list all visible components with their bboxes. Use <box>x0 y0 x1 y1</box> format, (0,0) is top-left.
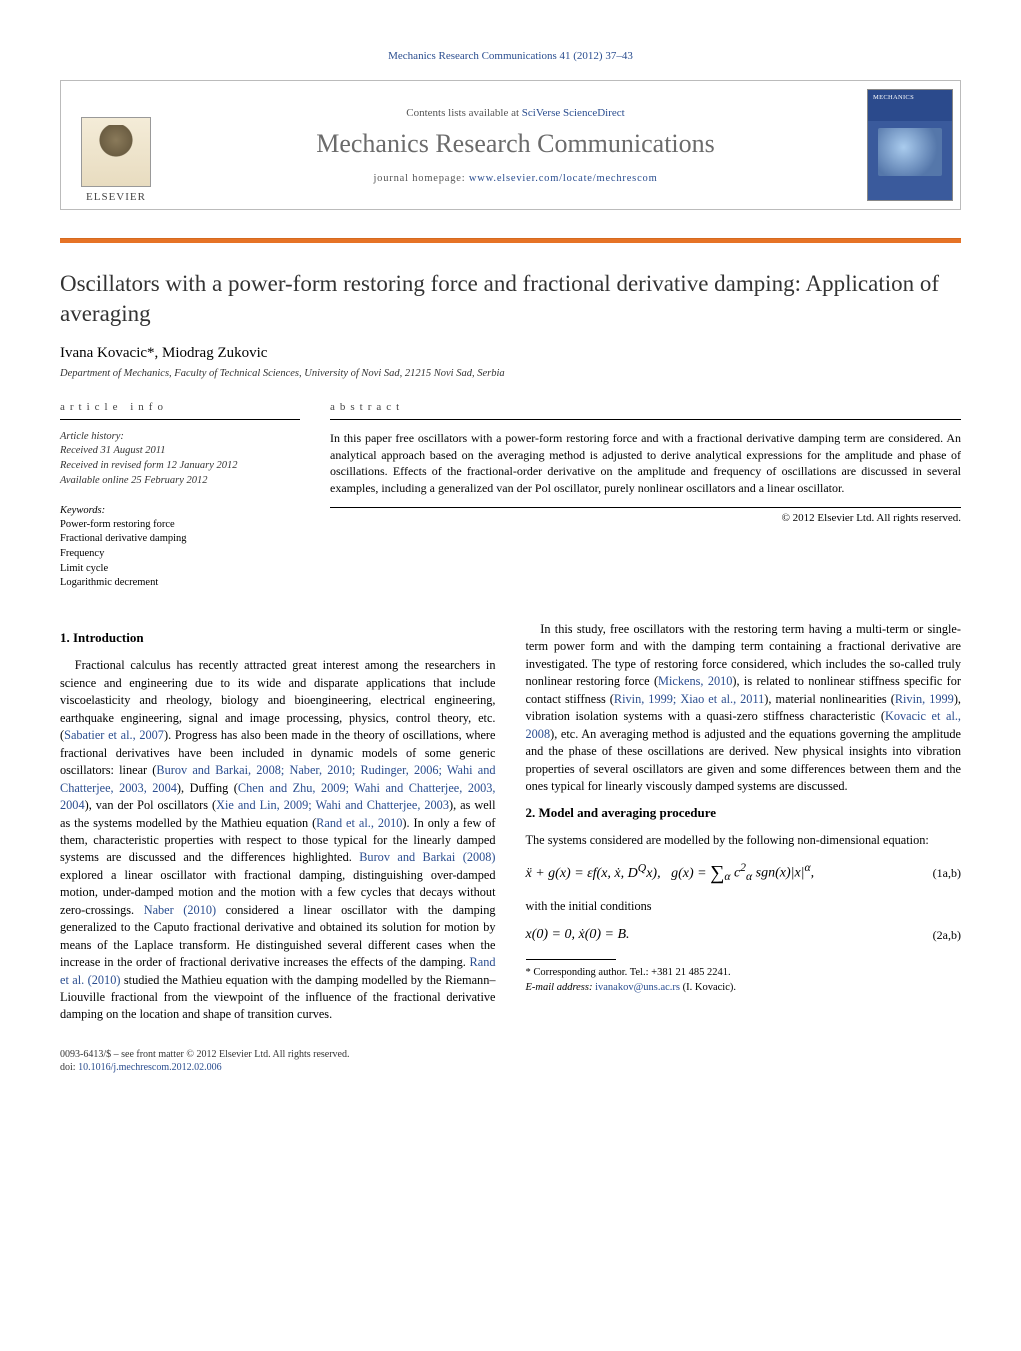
text: ), etc. An averaging method is adjusted … <box>526 727 962 793</box>
elsevier-wordmark: ELSEVIER <box>86 191 146 203</box>
journal-name: Mechanics Research Communications <box>316 129 715 159</box>
citation-link[interactable]: Sabatier et al., 2007 <box>64 728 164 742</box>
equation-1-math: ẍ + g(x) = εf(x, ẋ, DQx), g(x) = ∑α c2α … <box>526 859 815 887</box>
equation-2-tag: (2a,b) <box>933 927 961 944</box>
cover-image-icon <box>878 128 942 176</box>
keyword: Fractional derivative damping <box>60 532 300 547</box>
citation-link[interactable]: Xie and Lin, 2009; Wahi and Chatterjee, … <box>216 798 449 812</box>
article-history: Article history: Received 31 August 2011… <box>60 430 300 489</box>
email-who: (I. Kovacic). <box>683 982 736 993</box>
orange-divider <box>60 238 961 243</box>
abstract-text: In this paper free oscillators with a po… <box>330 430 961 508</box>
doi-label: doi: <box>60 1062 76 1073</box>
authors: Ivana Kovacic*, Miodrag Zukovic <box>60 345 961 362</box>
history-received: Received 31 August 2011 <box>60 444 300 459</box>
page-footer: 0093-6413/$ – see front matter © 2012 El… <box>60 1048 961 1074</box>
email-label: E-mail address: <box>526 982 596 993</box>
doi-line: doi: 10.1016/j.mechrescom.2012.02.006 <box>60 1061 961 1074</box>
journal-homepage-link[interactable]: www.elsevier.com/locate/mechrescom <box>469 173 658 184</box>
article-info-column: article info Article history: Received 3… <box>60 401 300 591</box>
citation-link[interactable]: Rand et al., 2010 <box>316 816 402 830</box>
section-1-heading: 1. Introduction <box>60 629 496 647</box>
equation-2-math: x(0) = 0, ẋ(0) = B. <box>526 925 630 945</box>
sciencedirect-link[interactable]: SciVerse ScienceDirect <box>522 107 625 119</box>
equation-2: x(0) = 0, ẋ(0) = B. (2a,b) <box>526 925 962 945</box>
citation-link[interactable]: Burov and Barkai (2008) <box>359 850 495 864</box>
homepage-prefix: journal homepage: <box>373 173 468 184</box>
citation-link[interactable]: Mickens, 2010 <box>658 674 732 688</box>
corresponding-author: * Corresponding author. Tel.: +381 21 48… <box>526 966 962 981</box>
history-revised: Received in revised form 12 January 2012 <box>60 459 300 474</box>
cover-cell: MECHANICS <box>860 81 960 209</box>
abstract-copyright: © 2012 Elsevier Ltd. All rights reserved… <box>330 512 961 524</box>
s2-para-1: The systems considered are modelled by t… <box>526 832 962 849</box>
s1-para-2: In this study, free oscillators with the… <box>526 621 962 796</box>
article-title: Oscillators with a power-form restoring … <box>60 269 961 329</box>
contents-prefix: Contents lists available at <box>406 107 521 119</box>
keywords-list: Power-form restoring force Fractional de… <box>60 518 300 591</box>
text: ), material nonlinearities ( <box>764 692 895 706</box>
citation-link[interactable]: Rivin, 1999 <box>895 692 954 706</box>
email-line: E-mail address: ivanakov@uns.ac.rs (I. K… <box>526 981 962 996</box>
elsevier-tree-icon <box>81 117 151 187</box>
running-header: Mechanics Research Communications 41 (20… <box>60 50 961 62</box>
equation-1-tag: (1a,b) <box>933 865 961 882</box>
doi-link[interactable]: 10.1016/j.mechrescom.2012.02.006 <box>78 1062 222 1073</box>
footnotes: * Corresponding author. Tel.: +381 21 48… <box>526 966 962 995</box>
affiliation: Department of Mechanics, Faculty of Tech… <box>60 368 961 379</box>
keyword: Frequency <box>60 547 300 562</box>
history-label: Article history: <box>60 430 300 445</box>
abstract-column: abstract In this paper free oscillators … <box>330 401 961 591</box>
section-2-heading: 2. Model and averaging procedure <box>526 804 962 822</box>
citation-link[interactable]: Rivin, 1999; Xiao et al., 2011 <box>614 692 764 706</box>
journal-banner: ELSEVIER Contents lists available at Sci… <box>60 80 961 210</box>
front-matter-line: 0093-6413/$ – see front matter © 2012 El… <box>60 1048 961 1061</box>
bando-mid: Contents lists available at SciVerse Sci… <box>171 81 860 209</box>
s2-para-2: with the initial conditions <box>526 898 962 915</box>
homepage-line: journal homepage: www.elsevier.com/locat… <box>373 173 657 184</box>
text: ), Duffing ( <box>177 781 238 795</box>
article-info-label: article info <box>60 401 300 420</box>
keyword: Logarithmic decrement <box>60 576 300 591</box>
text: studied the Mathieu equation with the da… <box>60 973 496 1022</box>
footnote-separator <box>526 959 616 960</box>
abstract-label: abstract <box>330 401 961 420</box>
contents-line: Contents lists available at SciVerse Sci… <box>406 107 624 119</box>
cover-title: MECHANICS <box>873 94 914 101</box>
elsevier-logo: ELSEVIER <box>71 103 161 203</box>
history-online: Available online 25 February 2012 <box>60 474 300 489</box>
publisher-logo-cell: ELSEVIER <box>61 81 171 209</box>
author-email-link[interactable]: ivanakov@uns.ac.rs <box>595 982 680 993</box>
text: ), van der Pol oscillators ( <box>85 798 217 812</box>
keyword: Limit cycle <box>60 562 300 577</box>
keyword: Power-form restoring force <box>60 518 300 533</box>
body-two-column: 1. Introduction Fractional calculus has … <box>60 621 961 1024</box>
s1-para-1: Fractional calculus has recently attract… <box>60 657 496 1024</box>
keywords-label: Keywords: <box>60 505 300 516</box>
equation-1: ẍ + g(x) = εf(x, ẋ, DQx), g(x) = ∑α c2α … <box>526 859 962 887</box>
journal-cover-thumb: MECHANICS <box>867 89 953 201</box>
citation-link[interactable]: Naber (2010) <box>144 903 216 917</box>
